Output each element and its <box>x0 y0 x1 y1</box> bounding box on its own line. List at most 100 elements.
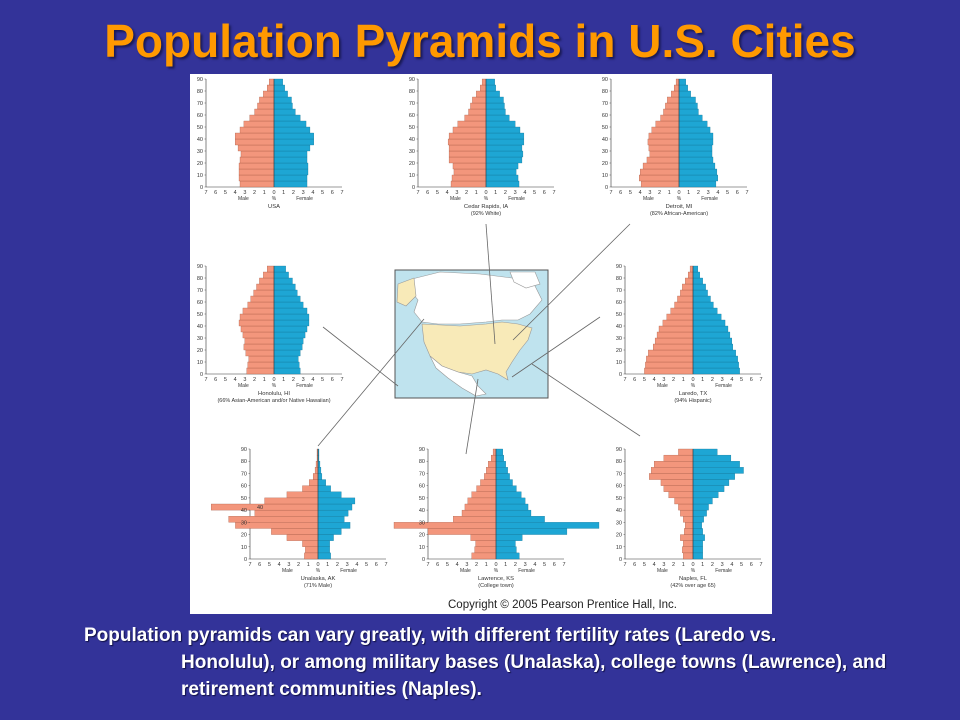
male-axis-label: Male <box>657 568 668 574</box>
male-axis-label: Male <box>282 568 293 574</box>
y-tick-label: 60 <box>241 484 247 490</box>
female-bar <box>692 485 725 492</box>
male-bar <box>250 295 275 303</box>
male-bar <box>678 448 694 456</box>
x-tick-label: 1 <box>326 562 329 568</box>
x-tick-label: 1 <box>682 377 685 383</box>
x-tick-label: 2 <box>336 562 339 568</box>
y-tick-label: 20 <box>197 348 203 354</box>
x-tick-label: 7 <box>759 562 762 568</box>
male-bar <box>492 448 497 456</box>
male-bar <box>448 144 487 152</box>
y-tick-label: 80 <box>602 89 608 95</box>
male-bar <box>471 491 497 499</box>
male-axis-label: Male <box>238 383 249 389</box>
x-tick-label: 4 <box>639 190 642 196</box>
female-bar <box>692 473 735 480</box>
x-tick-label: 3 <box>287 562 290 568</box>
x-tick-label: 5 <box>629 190 632 196</box>
male-bar <box>210 503 319 511</box>
male-bar <box>665 102 680 110</box>
x-tick-label: 6 <box>375 562 378 568</box>
female-bar <box>317 467 322 474</box>
y-tick-label: 80 <box>197 276 203 282</box>
male-bar <box>644 367 694 375</box>
female-bar <box>692 503 709 511</box>
female-bar <box>273 96 292 104</box>
pyramid-title: Detroit, MI <box>666 204 693 210</box>
female-bar <box>692 271 700 279</box>
x-tick-label: 4 <box>730 377 733 383</box>
male-bar <box>685 277 694 285</box>
male-bar <box>666 313 694 321</box>
female-bar <box>692 331 731 339</box>
male-bar <box>682 546 694 554</box>
x-tick-label: 7 <box>340 377 343 383</box>
female-bar <box>692 325 729 333</box>
x-tick-label: 2 <box>253 377 256 383</box>
x-tick-label: 5 <box>446 562 449 568</box>
female-axis-label: Female <box>715 383 732 389</box>
female-bar <box>692 467 744 474</box>
male-bar <box>304 552 319 560</box>
male-bar <box>668 491 694 499</box>
x-tick-label: 0 <box>272 190 275 196</box>
x-tick-label: 6 <box>331 377 334 383</box>
female-bar <box>495 546 517 554</box>
caption-line-1: Population pyramids can vary greatly, wi… <box>84 625 777 646</box>
pyramid-title: Naples, FL <box>679 576 708 582</box>
x-tick-label: 1 <box>307 562 310 568</box>
pyramid-subtitle: (82% African-American) <box>650 211 708 217</box>
male-bar <box>263 271 275 279</box>
female-bar <box>678 78 686 86</box>
female-bar <box>317 534 334 541</box>
x-tick-label: 7 <box>552 190 555 196</box>
y-tick-label: 40 <box>602 137 608 143</box>
x-tick-label: 6 <box>214 377 217 383</box>
female-bar <box>692 319 726 327</box>
male-bar <box>267 84 275 92</box>
x-tick-label: 0 <box>494 562 497 568</box>
x-axis-label: % <box>272 383 277 389</box>
male-bar <box>257 102 275 110</box>
male-bar <box>655 120 680 128</box>
male-bar <box>239 180 275 188</box>
male-bar <box>286 491 319 499</box>
female-bar <box>273 367 301 375</box>
male-bar <box>640 180 680 188</box>
male-bar <box>673 84 680 92</box>
male-axis-label: Male <box>643 196 654 202</box>
male-bar <box>656 331 694 339</box>
map-mexico <box>429 355 487 397</box>
male-bar <box>667 96 680 104</box>
x-tick-label: 2 <box>711 562 714 568</box>
female-bar <box>495 503 529 511</box>
female-bar <box>273 144 311 152</box>
female-bar <box>692 277 703 285</box>
female-bar <box>273 337 304 345</box>
female-bar <box>692 367 740 375</box>
x-tick-label: 2 <box>658 190 661 196</box>
x-tick-label: 5 <box>726 190 729 196</box>
figure-panel: 0 10 20 30 40 50 60 70 80 90 7 6 5 4 3 2 1 0 1 2 3 4 5 6 7 Male% F… <box>190 74 772 614</box>
male-bar <box>649 473 694 480</box>
x-tick-label: 7 <box>623 562 626 568</box>
x-axis-label: % <box>484 196 489 202</box>
female-bar <box>495 491 522 499</box>
y-tick-label: 0 <box>244 557 247 563</box>
female-bar <box>692 528 703 535</box>
female-bar <box>692 509 707 517</box>
x-tick-label: 6 <box>750 562 753 568</box>
x-tick-label: 6 <box>736 190 739 196</box>
female-bar <box>692 454 732 462</box>
x-tick-label: 4 <box>730 562 733 568</box>
male-bar <box>453 516 497 523</box>
pyramid-subtitle: (92% White) <box>471 211 501 217</box>
y-tick-label: 0 <box>422 557 425 563</box>
x-tick-label: 0 <box>691 562 694 568</box>
male-bar <box>486 467 497 474</box>
male-bar <box>468 108 487 116</box>
female-bar <box>273 301 304 309</box>
female-bar <box>317 491 342 499</box>
y-tick-label: 30 <box>602 149 608 155</box>
